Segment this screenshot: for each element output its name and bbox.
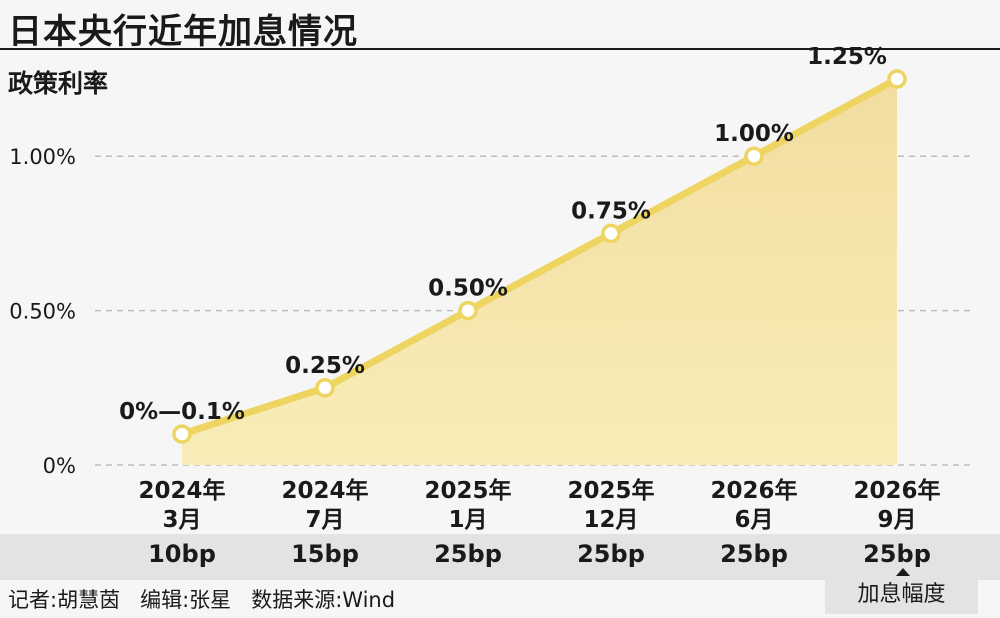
data-label: 0.75%	[571, 198, 651, 224]
data-label: 1.00%	[714, 121, 794, 147]
y-axis-label: 政策利率	[8, 69, 109, 98]
chart-title: 日本央行近年加息情况	[8, 12, 358, 52]
hike-value: 15bp	[291, 540, 359, 568]
x-tick-year: 2024年	[281, 477, 368, 504]
y-tick-label: 0.50%	[9, 300, 76, 324]
x-tick-year: 2026年	[710, 477, 797, 504]
y-tick-label: 1.00%	[9, 145, 76, 169]
footer-credits: 记者:胡慧茵 编辑:张星 数据来源:Wind	[8, 588, 396, 612]
hike-value: 10bp	[148, 540, 216, 568]
y-tick-label: 0%	[43, 454, 76, 478]
x-tick-year: 2026年	[853, 477, 940, 504]
x-tick-year: 2025年	[424, 477, 511, 504]
x-tick-year: 2025年	[567, 477, 654, 504]
hike-value: 25bp	[863, 540, 931, 568]
hike-legend: 加息幅度	[825, 576, 978, 614]
data-label: 0.50%	[428, 276, 508, 302]
hike-value: 25bp	[434, 540, 502, 568]
x-tick-month: 9月	[877, 507, 916, 533]
data-label: 0%—0.1%	[119, 399, 245, 425]
hike-value: 25bp	[577, 540, 645, 568]
chart-plot: 0% 0.50% 1.00% 0%—0.1% 0.25% 0.50% 0.75% 1.00%…	[9, 44, 975, 533]
data-point-marker	[744, 146, 764, 166]
x-tick-month: 7月	[305, 507, 344, 533]
data-point-marker	[887, 69, 907, 89]
x-tick-month: 6月	[734, 507, 773, 533]
legend-caret-icon	[896, 568, 910, 576]
x-tick-month: 1月	[448, 507, 487, 533]
x-tick-month: 12月	[583, 507, 638, 533]
title-divider	[0, 48, 1000, 50]
data-point-marker	[601, 223, 621, 244]
hike-value: 25bp	[720, 540, 788, 568]
data-label: 1.25%	[807, 44, 887, 70]
data-point-marker	[315, 378, 335, 398]
series-line	[178, 75, 901, 438]
x-tick-year: 2024年	[138, 477, 225, 504]
x-tick-month: 3月	[162, 507, 201, 533]
data-label: 0.25%	[285, 353, 365, 379]
data-point-marker	[458, 300, 478, 321]
data-point-marker	[172, 424, 192, 444]
hike-band	[0, 534, 1000, 580]
